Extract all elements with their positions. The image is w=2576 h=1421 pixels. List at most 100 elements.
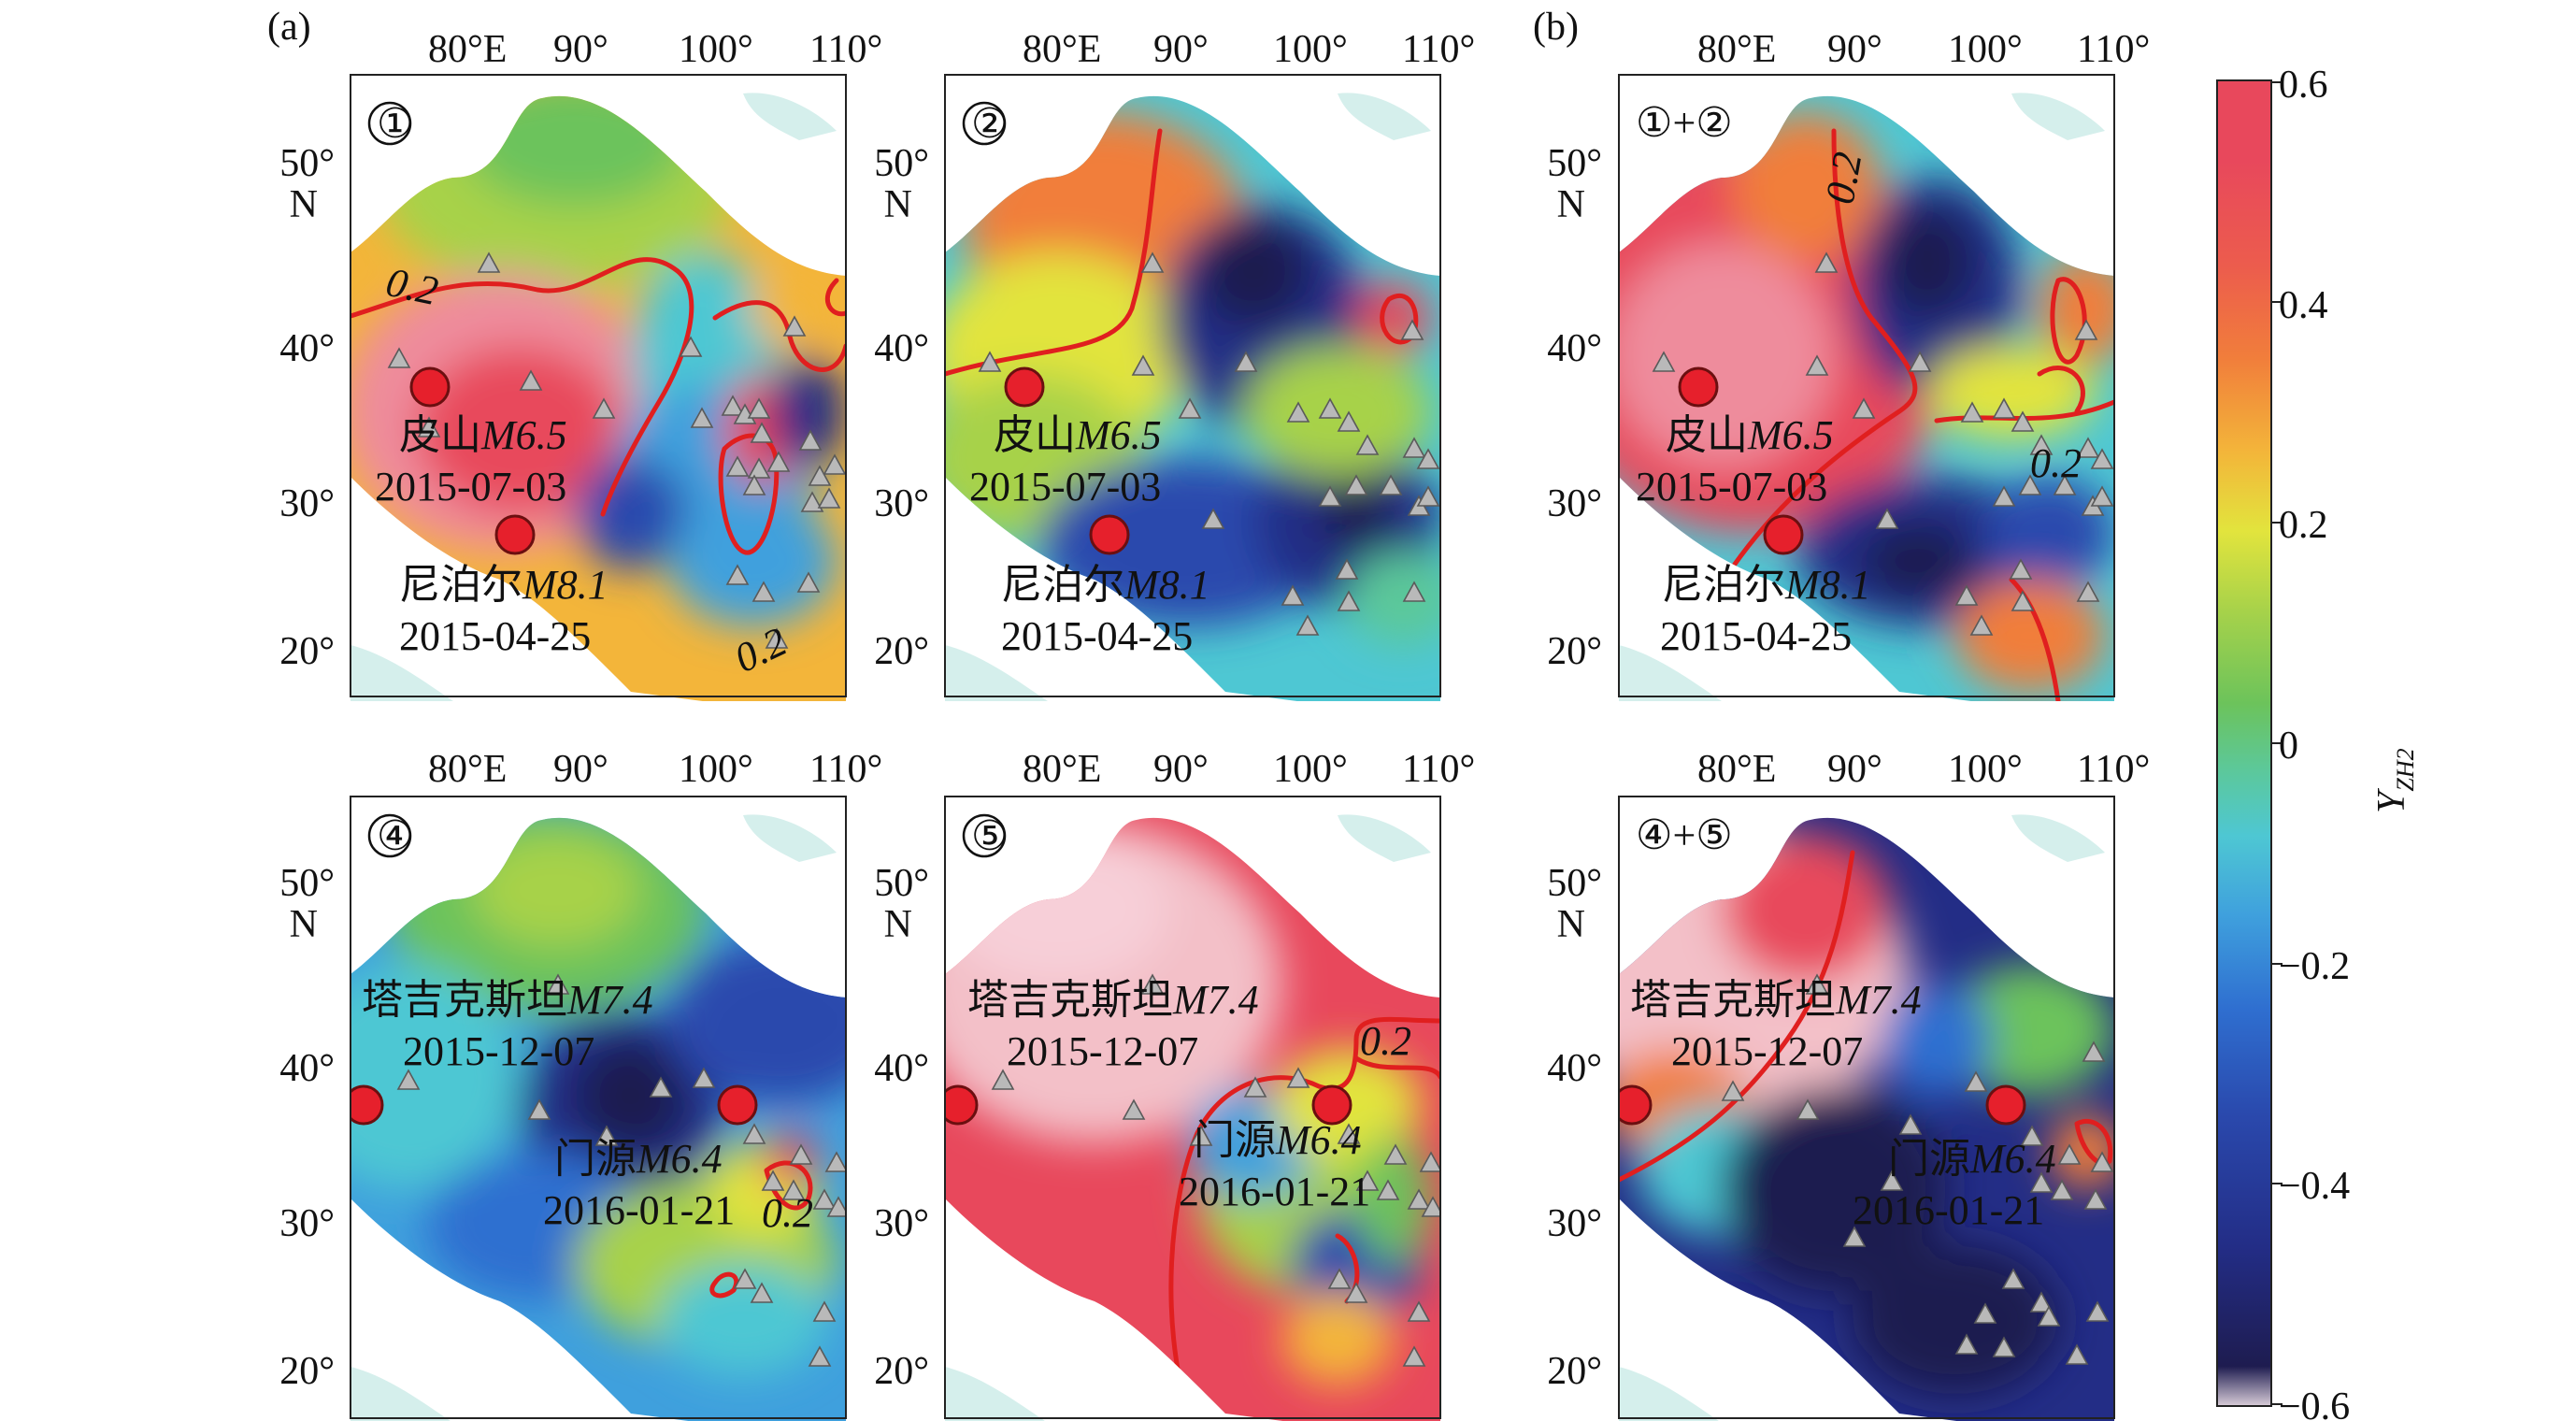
event-label: 塔吉克斯坦M7.4	[967, 977, 1259, 1023]
svg-text:N: N	[1557, 903, 1585, 946]
panel-group-a-label: (a)	[267, 6, 311, 49]
event-label: 皮山M6.5	[994, 412, 1162, 458]
event-label: 门源M6.4	[1888, 1136, 2056, 1182]
lon-label: 100°	[1273, 28, 1348, 71]
svg-text:40°: 40°	[279, 1047, 335, 1090]
event-label: 门源M6.4	[1194, 1117, 1362, 1163]
event-date: 2015-04-25	[1660, 613, 1852, 659]
svg-text:30°: 30°	[874, 482, 929, 525]
event-date: 2015-07-03	[969, 464, 1161, 510]
lon-label: 110°	[2077, 28, 2150, 71]
svg-text:20°: 20°	[1547, 1350, 1602, 1393]
event-date: 2016-01-21	[543, 1187, 735, 1233]
lon-label: 90°	[1153, 28, 1209, 71]
event-date: 2015-07-03	[375, 464, 566, 510]
colorbar-tick-label: 0.6	[2279, 64, 2328, 107]
event-label: 尼泊尔M8.1	[1001, 562, 1210, 608]
lon-label: 100°	[679, 28, 753, 71]
contour-label: 0.2	[762, 1190, 813, 1236]
svg-text:N: N	[884, 183, 912, 226]
panel-tag: ④	[377, 813, 413, 859]
svg-text:30°: 30°	[1547, 482, 1602, 525]
earthquake-marker	[1089, 514, 1130, 555]
colorbar-tick-label: 0.4	[2279, 284, 2328, 327]
colorbar-title: YZH2	[2370, 748, 2419, 813]
svg-text:N: N	[884, 903, 912, 946]
svg-text:20°: 20°	[874, 630, 929, 673]
svg-text:50°: 50°	[1547, 862, 1602, 905]
svg-text:50°: 50°	[279, 142, 335, 185]
lon-label: 80°E	[1023, 28, 1101, 71]
svg-text:30°: 30°	[874, 1202, 929, 1245]
colorbar-ticks	[2271, 81, 2283, 1405]
earthquake-marker	[1619, 1084, 1653, 1126]
axis-labels: 80°E 90° 100° 110° 80°E 90° 100° 110° 80…	[279, 28, 2150, 1393]
earthquake-marker	[494, 514, 536, 555]
panel-tag: ⑤	[971, 813, 1008, 859]
svg-text:20°: 20°	[1547, 630, 1602, 673]
event-label: 尼泊尔M8.1	[1662, 562, 1871, 608]
colorbar-tick-label: 0.2	[2279, 504, 2328, 547]
panel-tag: ①+②	[1636, 100, 1733, 146]
contour-label: 0.2	[382, 259, 442, 314]
earthquake-marker	[351, 1084, 384, 1126]
earthquake-marker	[1763, 514, 1804, 555]
panel-1-2: 0.2 0.2 皮山M6.5 2015-07-03 尼泊尔M8.1 2015-0…	[1618, 74, 2115, 701]
contour-label: 0.2	[2030, 440, 2082, 486]
event-date: 2015-12-07	[403, 1028, 594, 1074]
lon-label: 100°	[679, 748, 753, 791]
colorbar-tick-label: −0.6	[2279, 1385, 2350, 1421]
svg-text:50°: 50°	[279, 862, 335, 905]
svg-text:40°: 40°	[874, 327, 929, 370]
svg-text:50°: 50°	[874, 862, 929, 905]
lon-label: 90°	[1153, 748, 1209, 791]
event-date: 2015-12-07	[1007, 1028, 1198, 1074]
lon-label: 110°	[1402, 28, 1475, 71]
svg-text:40°: 40°	[1547, 327, 1602, 370]
lon-label: 80°E	[428, 28, 507, 71]
event-date: 2016-01-21	[1853, 1187, 2044, 1233]
svg-text:40°: 40°	[874, 1047, 929, 1090]
lon-label: 80°E	[428, 748, 507, 791]
lon-label: 80°E	[1697, 28, 1776, 71]
lon-label: 90°	[553, 28, 608, 71]
colorbar: 0.6 0.4 0.2 0 −0.2 −0.4 −0.6 YZH2	[2216, 64, 2419, 1421]
event-date: 2015-04-25	[1001, 613, 1193, 659]
panel-1: 0.2 0.2 皮山M6.5 2015-07-03 尼泊尔M8.1 2015-0…	[350, 74, 847, 701]
colorbar-tick-label: −0.4	[2279, 1165, 2350, 1208]
event-label: 皮山M6.5	[399, 412, 567, 458]
event-label: 尼泊尔M8.1	[399, 562, 608, 608]
svg-text:30°: 30°	[279, 1202, 335, 1245]
lon-label: 110°	[2077, 748, 2150, 791]
panel-4-5: 塔吉克斯坦M7.4 2015-12-07 门源M6.4 2016-01-21 ④…	[1618, 796, 2115, 1421]
contour-label: 0.2	[1360, 1018, 1411, 1064]
svg-text:20°: 20°	[874, 1350, 929, 1393]
event-date: 2015-12-07	[1671, 1028, 1863, 1074]
event-date: 2015-04-25	[399, 613, 591, 659]
svg-text:N: N	[290, 903, 318, 946]
svg-text:30°: 30°	[279, 482, 335, 525]
svg-text:N: N	[1557, 183, 1585, 226]
lat-labels: 50° N 40° 30° 20° 50° N 40° 30° 20° 50° …	[279, 142, 1602, 1393]
svg-text:40°: 40°	[279, 327, 335, 370]
earthquake-marker	[1678, 366, 1719, 408]
contour-label: 0.2	[1817, 149, 1871, 208]
lon-label: 110°	[1402, 748, 1475, 791]
panel-5: 0.2 塔吉克斯坦M7.4 2015-12-07 门源M6.4 2016-01-…	[944, 796, 1441, 1421]
event-label: 皮山M6.5	[1666, 412, 1834, 458]
panel-tag: ①	[377, 101, 413, 147]
lon-label: 90°	[1827, 28, 1882, 71]
svg-text:20°: 20°	[279, 1350, 335, 1393]
event-label: 门源M6.4	[554, 1136, 723, 1182]
svg-text:20°: 20°	[279, 630, 335, 673]
panel-tag: ②	[971, 101, 1008, 147]
lon-label: 100°	[1948, 748, 2023, 791]
lon-label: 100°	[1273, 748, 1348, 791]
colorbar-gradient	[2216, 79, 2272, 1407]
event-label: 塔吉克斯坦M7.4	[362, 977, 653, 1023]
colorbar-tick-label: −0.2	[2279, 945, 2350, 988]
earthquake-marker	[409, 366, 451, 408]
event-date: 2015-07-03	[1636, 464, 1827, 510]
svg-text:50°: 50°	[1547, 142, 1602, 185]
